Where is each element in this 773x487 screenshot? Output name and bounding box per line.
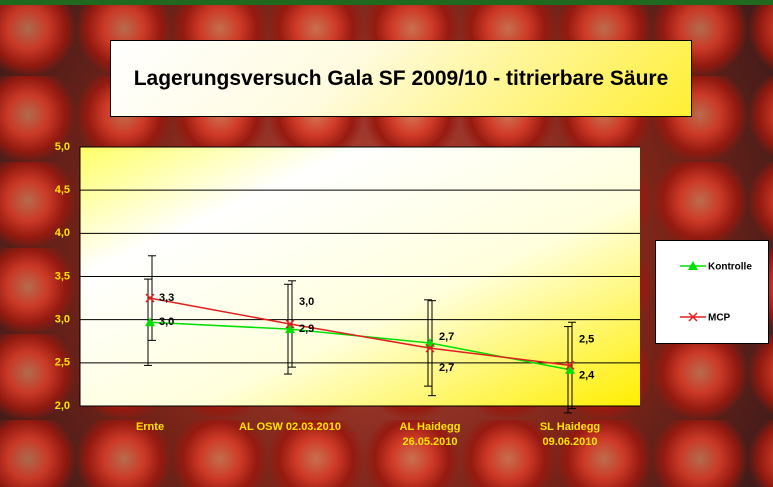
legend-graphic: Kontrolle MCP <box>680 261 752 324</box>
data-label: 2,7 <box>439 331 454 343</box>
data-label: 2,7 <box>439 362 454 374</box>
x-tick-label: AL Haidegg 26.05.2010 <box>399 421 461 448</box>
x-tick-label: SL Haidegg 09.06.2010 <box>539 421 601 448</box>
y-tick-label: 3,0 <box>55 314 70 326</box>
chart-title: Lagerungsversuch Gala SF 2009/10 - titri… <box>110 40 692 117</box>
legend-marker <box>688 312 698 322</box>
error-bar <box>568 321 576 410</box>
marker <box>565 364 575 374</box>
legend-label: Kontrolle <box>708 262 752 273</box>
marker <box>145 317 155 327</box>
data-label: 2,5 <box>579 333 594 345</box>
data-label: 2,9 <box>299 323 314 335</box>
data-label: 2,4 <box>579 370 595 382</box>
marker <box>285 319 295 329</box>
marker <box>425 343 435 353</box>
y-tick-label: 4,0 <box>55 227 70 239</box>
x-tick-label: Ernte <box>135 421 165 433</box>
y-tick-label: 5,0 <box>55 141 70 153</box>
marker <box>565 360 575 370</box>
data-label: 3,0 <box>159 316 174 328</box>
y-tick-label: 3,5 <box>55 270 70 282</box>
data-label: 3,0 <box>299 296 314 308</box>
data-label: 3,3 <box>159 292 174 304</box>
legend: Kontrolle MCP <box>655 240 769 344</box>
y-tick-label: 2,0 <box>55 400 70 412</box>
legend-marker <box>688 261 698 270</box>
marker <box>285 324 295 334</box>
marker <box>145 293 155 303</box>
legend-label: MCP <box>708 313 731 324</box>
y-tick-label: 4,5 <box>55 184 70 196</box>
top-bar <box>0 0 773 5</box>
x-tick-label: AL OSW 02.03.2010 <box>239 421 341 433</box>
y-tick-label: 2,5 <box>55 357 70 369</box>
series-line <box>149 297 571 367</box>
